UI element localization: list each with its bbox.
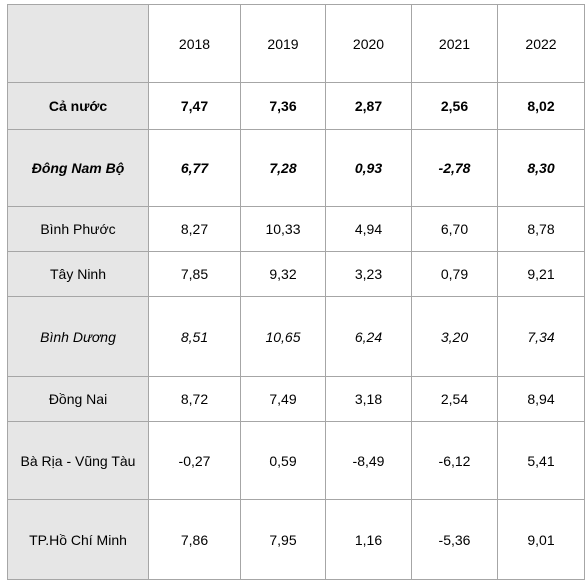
region-label: TP.Hồ Chí Minh — [7, 499, 149, 580]
value-cell: 9,01 — [497, 499, 585, 580]
table-body: 2018 2019 2020 2021 2022 Cả nước 7,47 7,36 2,87… — [7, 4, 585, 580]
value-cell: 5,41 — [497, 421, 585, 500]
value-cell: -6,12 — [411, 421, 498, 500]
region-label: Tây Ninh — [7, 251, 149, 297]
value-cell: 8,72 — [148, 376, 241, 422]
data-row: Đông Nam Bộ 6,77 7,28 0,93 -2,78 8,30 — [7, 129, 585, 207]
value-cell: 7,86 — [148, 499, 241, 580]
data-row: Cả nước 7,47 7,36 2,87 2,56 8,02 — [7, 82, 585, 130]
value-cell: 0,93 — [325, 129, 412, 207]
value-cell: -5,36 — [411, 499, 498, 580]
value-cell: 7,28 — [240, 129, 326, 207]
data-row: Bình Phước 8,27 10,33 4,94 6,70 8,78 — [7, 206, 585, 252]
value-cell: 7,49 — [240, 376, 326, 422]
value-cell: 8,02 — [497, 82, 585, 130]
value-cell: 8,27 — [148, 206, 241, 252]
year-header: 2021 — [411, 4, 498, 83]
year-header: 2018 — [148, 4, 241, 83]
value-cell: 0,59 — [240, 421, 326, 500]
value-cell: 0,79 — [411, 251, 498, 297]
region-label: Đông Nam Bộ — [7, 129, 149, 207]
year-header: 2020 — [325, 4, 412, 83]
value-cell: 1,16 — [325, 499, 412, 580]
region-label: Bình Phước — [7, 206, 149, 252]
region-label: Bà Rịa - Vũng Tàu — [7, 421, 149, 500]
value-cell: 8,78 — [497, 206, 585, 252]
data-row: Đồng Nai 8,72 7,49 3,18 2,54 8,94 — [7, 376, 585, 422]
year-header: 2019 — [240, 4, 326, 83]
region-label: Bình Dương — [7, 296, 149, 377]
value-cell: -0,27 — [148, 421, 241, 500]
value-cell: 9,21 — [497, 251, 585, 297]
value-cell: 6,24 — [325, 296, 412, 377]
data-row: TP.Hồ Chí Minh 7,86 7,95 1,16 -5,36 9,01 — [7, 499, 585, 580]
year-header: 2022 — [497, 4, 585, 83]
value-cell: 7,36 — [240, 82, 326, 130]
value-cell: 8,94 — [497, 376, 585, 422]
region-label: Cả nước — [7, 82, 149, 130]
value-cell: 3,18 — [325, 376, 412, 422]
value-cell: -2,78 — [411, 129, 498, 207]
value-cell: 2,56 — [411, 82, 498, 130]
value-cell: 7,85 — [148, 251, 241, 297]
value-cell: 8,30 — [497, 129, 585, 207]
data-row: Bình Dương 8,51 10,65 6,24 3,20 7,34 — [7, 296, 585, 377]
value-cell: 10,65 — [240, 296, 326, 377]
value-cell: 6,77 — [148, 129, 241, 207]
data-row: Bà Rịa - Vũng Tàu -0,27 0,59 -8,49 -6,12 5,41 — [7, 421, 585, 500]
value-cell: 3,20 — [411, 296, 498, 377]
value-cell: 2,87 — [325, 82, 412, 130]
value-cell: 10,33 — [240, 206, 326, 252]
value-cell: 2,54 — [411, 376, 498, 422]
value-cell: 9,32 — [240, 251, 326, 297]
value-cell: 6,70 — [411, 206, 498, 252]
data-table: 2018 2019 2020 2021 2022 Cả nước 7,47 7,36 2,87… — [7, 4, 585, 580]
value-cell: 7,47 — [148, 82, 241, 130]
value-cell: -8,49 — [325, 421, 412, 500]
region-label: Đồng Nai — [7, 376, 149, 422]
header-row: 2018 2019 2020 2021 2022 — [7, 4, 585, 83]
value-cell: 7,34 — [497, 296, 585, 377]
value-cell: 3,23 — [325, 251, 412, 297]
value-cell: 7,95 — [240, 499, 326, 580]
corner-cell — [7, 4, 149, 83]
value-cell: 8,51 — [148, 296, 241, 377]
value-cell: 4,94 — [325, 206, 412, 252]
data-row: Tây Ninh 7,85 9,32 3,23 0,79 9,21 — [7, 251, 585, 297]
